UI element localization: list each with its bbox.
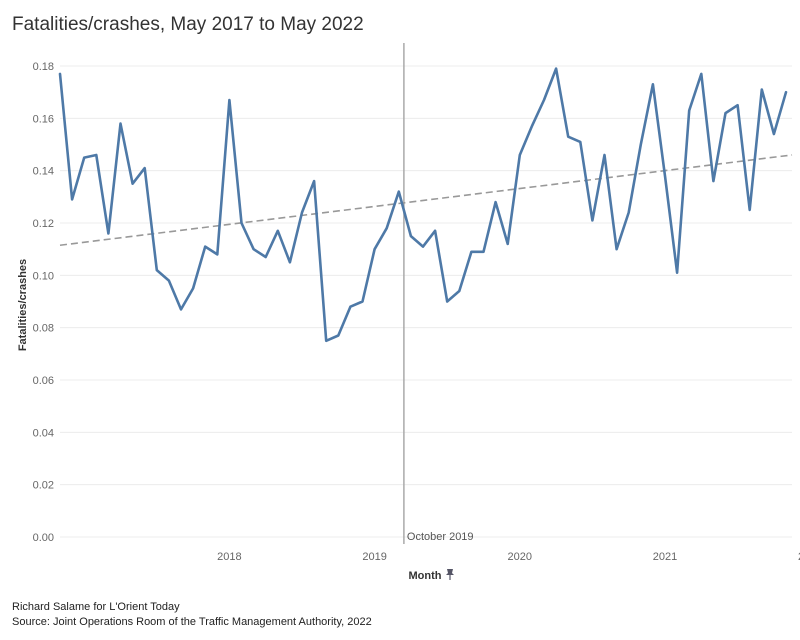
x-tick-label: 2021 bbox=[653, 551, 677, 563]
y-tick-label: 0.12 bbox=[33, 218, 54, 230]
y-tick-label: 0.04 bbox=[33, 427, 54, 439]
y-tick-label: 0.06 bbox=[33, 375, 54, 387]
y-tick-label: 0.16 bbox=[33, 113, 54, 125]
line-chart: 0.00 0.02 0.04 0.06 0.08 0.10 0.12 0.14 0.16 0.18… bbox=[0, 0, 800, 600]
y-tick-label: 0.18 bbox=[33, 61, 54, 73]
series-line bbox=[60, 69, 786, 341]
y-tick-label: 0.14 bbox=[33, 166, 54, 178]
reference-line-label: October 2019 bbox=[407, 531, 474, 543]
x-axis-label: Month bbox=[409, 570, 442, 582]
footer-source: Source: Joint Operations Room of the Tra… bbox=[12, 616, 372, 628]
y-axis-ticks: 0.00 0.02 0.04 0.06 0.08 0.10 0.12 0.14 0.16 0.18 bbox=[33, 61, 54, 544]
x-axis-ticks: 20182019202020212022 bbox=[217, 551, 800, 563]
footer-credit: Richard Salame for L'Orient Today bbox=[12, 601, 180, 613]
grid-lines bbox=[60, 66, 792, 537]
x-tick-label: 2018 bbox=[217, 551, 241, 563]
y-tick-label: 0.02 bbox=[33, 480, 54, 492]
pin-icon[interactable] bbox=[446, 569, 454, 580]
y-axis-label: Fatalities/crashes bbox=[17, 259, 29, 351]
pin-head bbox=[446, 569, 454, 575]
y-tick-label: 0.10 bbox=[33, 270, 54, 282]
y-tick-label: 0.08 bbox=[33, 323, 54, 335]
y-tick-label: 0.00 bbox=[33, 532, 54, 544]
x-tick-label: 2019 bbox=[362, 551, 386, 563]
x-tick-label: 2020 bbox=[508, 551, 532, 563]
series-group bbox=[60, 69, 786, 341]
